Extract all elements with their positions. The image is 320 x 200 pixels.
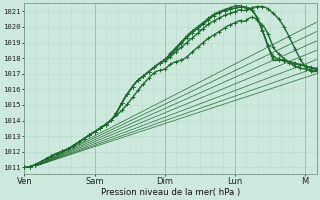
- X-axis label: Pression niveau de la mer( hPa ): Pression niveau de la mer( hPa ): [101, 188, 240, 197]
